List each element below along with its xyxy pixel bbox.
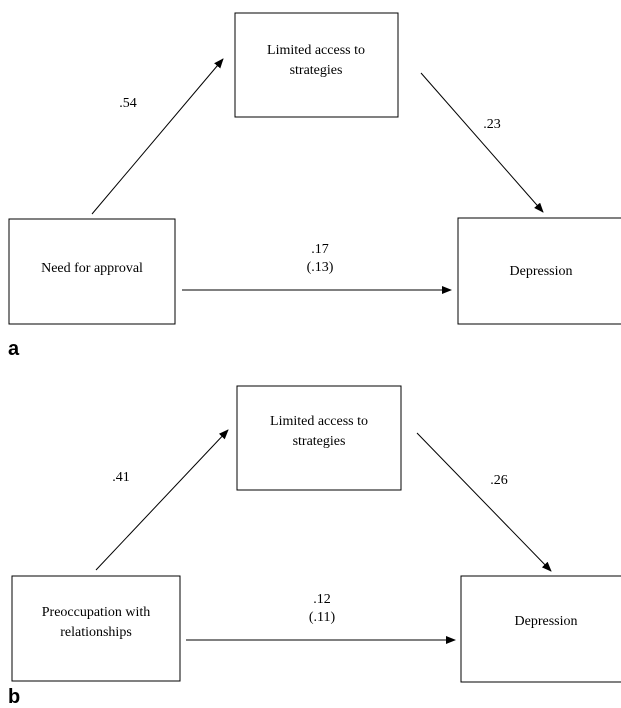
coef-a-path-b: .23 [483, 117, 501, 132]
mediator-label-b-line1: Limited access to [270, 414, 368, 429]
coef-b-path-b: .26 [490, 473, 508, 488]
coef-a-path-a: .54 [119, 96, 137, 111]
outcome-box-b [460, 575, 621, 683]
outcome-box-a [457, 217, 621, 325]
panel-a: Limited access to strategies Need for ap… [8, 12, 621, 360]
path-arrow-b-predictor-mediator [95, 429, 229, 571]
coef-a-path-c-direct: (.13) [307, 260, 334, 275]
mediator-box-a [234, 12, 399, 118]
panel-b: Limited access to strategies Preoccupati… [8, 385, 621, 708]
path-arrow-a-predictor-mediator [91, 58, 224, 215]
coef-b-path-c: .12 [313, 592, 331, 607]
predictor-label-b-line1: Preoccupation with [42, 605, 150, 620]
predictor-box-b [11, 575, 181, 682]
mediator-label-a-line1: Limited access to [267, 43, 365, 58]
outcome-label-b: Depression [515, 614, 578, 629]
mediator-label-a-line2: strategies [290, 63, 343, 78]
coef-b-path-a: .41 [112, 470, 130, 485]
path-arrow-b-mediator-outcome [416, 432, 552, 572]
path-arrow-a-mediator-outcome [420, 72, 544, 213]
panel-label-b: b [8, 686, 20, 708]
predictor-label-a: Need for approval [41, 261, 143, 276]
mediator-label-b-line2: strategies [293, 434, 346, 449]
coef-a-path-c: .17 [311, 242, 329, 257]
mediator-box-b [236, 385, 402, 491]
predictor-label-b-line2: relationships [60, 625, 132, 640]
panel-label-a: a [8, 338, 20, 360]
coef-b-path-c-direct: (.11) [309, 610, 336, 625]
predictor-box-a [8, 218, 176, 325]
outcome-label-a: Depression [510, 264, 573, 279]
